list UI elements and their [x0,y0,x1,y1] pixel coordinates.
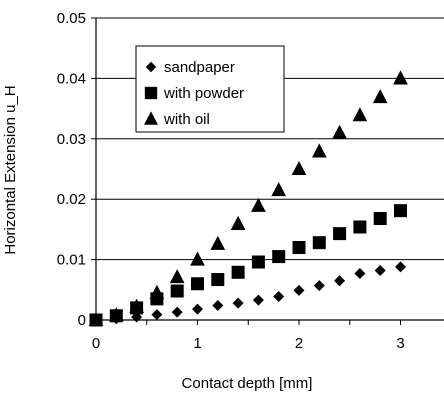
legend-marker-diamond [145,61,157,73]
triangle-point-9 [271,182,287,197]
diamond-point-10 [293,284,305,296]
diamond-point-5 [192,303,203,315]
diamond-point-15 [395,261,406,273]
diamond-point-8 [252,294,264,306]
series-triangle [88,70,408,327]
square-point-12 [333,227,347,241]
y-tick-label-4: 0.04 [57,70,86,87]
legend-label-diamond: sandpaper [164,59,235,76]
series-diamond [90,261,406,326]
square-point-5 [191,277,204,291]
legend: sandpaper with powder with oil [135,45,285,133]
x-tick-label-0: 0 [92,335,100,352]
diamond-point-4 [171,306,183,318]
square-point-9 [272,250,286,264]
triangle-point-0 [88,311,104,327]
triangle-point-14 [372,89,388,104]
y-tick-label-5: 0.05 [57,10,86,27]
triangle-point-5 [190,251,205,266]
tick-labels: 0 0.01 0.02 0.03 0.04 0.05 0 1 2 3 [57,10,405,352]
triangle-point-7 [230,215,246,231]
legend-box [135,45,285,133]
x-axis-label: Contact depth [mm] [182,375,313,392]
triangle-point-13 [352,107,368,122]
diamond-point-3 [151,309,163,321]
y-tick-label-3: 0.03 [57,131,86,148]
square-point-11 [312,236,326,250]
square-point-4 [170,284,184,298]
legend-label-square: with powder [163,85,244,102]
diamond-point-12 [334,275,346,287]
square-point-6 [211,273,225,287]
x-tick-label-1: 1 [193,335,201,352]
triangle-point-1 [108,307,124,322]
triangle-point-8 [251,197,266,212]
y-tick-label-0: 0 [78,312,86,329]
square-point-10 [292,241,306,255]
square-point-7 [231,265,245,279]
y-tick-label-1: 0.01 [57,252,86,269]
legend-marker-square [144,86,158,100]
diamond-point-9 [273,290,285,302]
triangle-point-10 [291,160,307,176]
triangle-point-2 [129,298,144,313]
triangle-point-4 [169,269,185,284]
triangle-point-12 [332,124,347,139]
x-tick-label-2: 2 [295,335,303,352]
triangle-point-15 [393,70,408,85]
x-tick-label-3: 3 [396,335,404,352]
square-point-8 [251,255,265,269]
legend-label-triangle: with oil [163,111,210,128]
square-point-14 [373,212,387,226]
square-point-15 [394,204,407,218]
diamond-point-13 [354,267,366,279]
diamond-point-6 [212,300,224,312]
square-point-13 [353,220,367,234]
diamond-point-14 [374,264,386,276]
triangle-point-3 [149,284,165,299]
y-tick-label-2: 0.02 [57,191,86,208]
triangle-point-11 [311,143,327,158]
diamond-point-11 [313,280,325,292]
legend-marker-triangle [144,111,158,125]
data-points [88,70,408,327]
diamond-point-7 [232,297,244,309]
y-axis-label: Horizontal Extension u_H [2,85,19,254]
triangle-point-6 [210,235,226,250]
